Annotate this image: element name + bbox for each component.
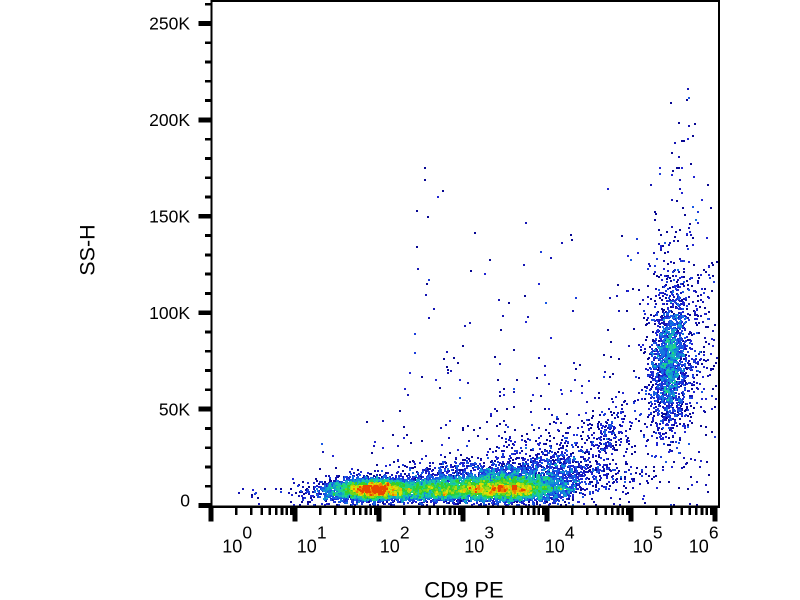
svg-text:100K: 100K [149,303,190,323]
svg-text:50K: 50K [159,399,190,419]
svg-text:200K: 200K [149,110,190,130]
svg-text:0: 0 [180,491,190,511]
svg-text:SS-H: SS-H [76,224,100,275]
svg-text:CD9 PE: CD9 PE [424,578,503,600]
svg-text:250K: 250K [149,14,190,34]
svg-text:150K: 150K [149,207,190,227]
